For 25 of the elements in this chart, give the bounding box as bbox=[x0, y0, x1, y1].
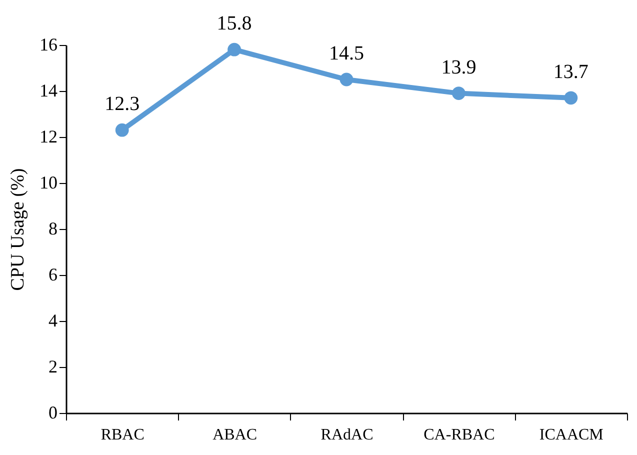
y-tick-label: 14 bbox=[40, 80, 58, 100]
x-tick-label: RBAC bbox=[100, 426, 144, 444]
point bbox=[564, 91, 578, 105]
x-tick-label: ICAACM bbox=[539, 426, 604, 444]
data-label: 13.9 bbox=[441, 56, 476, 78]
y-axis-title: CPU Usage (%) bbox=[8, 168, 28, 291]
data-label: 14.5 bbox=[329, 42, 364, 64]
y-tick-label: 0 bbox=[48, 402, 58, 422]
point bbox=[228, 42, 242, 56]
y-tick-label: 8 bbox=[48, 218, 58, 238]
y-tick-label: 2 bbox=[48, 356, 58, 376]
data-label: 13.7 bbox=[553, 60, 588, 83]
data-label: 15.8 bbox=[216, 12, 252, 35]
y-tick-label: 6 bbox=[48, 264, 58, 284]
point bbox=[115, 123, 129, 137]
x-tick-label: RAdAC bbox=[320, 426, 374, 444]
point bbox=[340, 72, 354, 86]
x-tick-label: ABAC bbox=[212, 426, 258, 444]
y-tick-label: 16 bbox=[40, 34, 58, 54]
point bbox=[452, 86, 466, 100]
data-label: 12.3 bbox=[104, 93, 140, 116]
y-tick-label: 12 bbox=[40, 126, 58, 146]
x-tick-label: CA-RBAC bbox=[424, 426, 495, 444]
y-tick-label: 10 bbox=[40, 172, 58, 192]
y-tick-label: 4 bbox=[48, 310, 58, 330]
